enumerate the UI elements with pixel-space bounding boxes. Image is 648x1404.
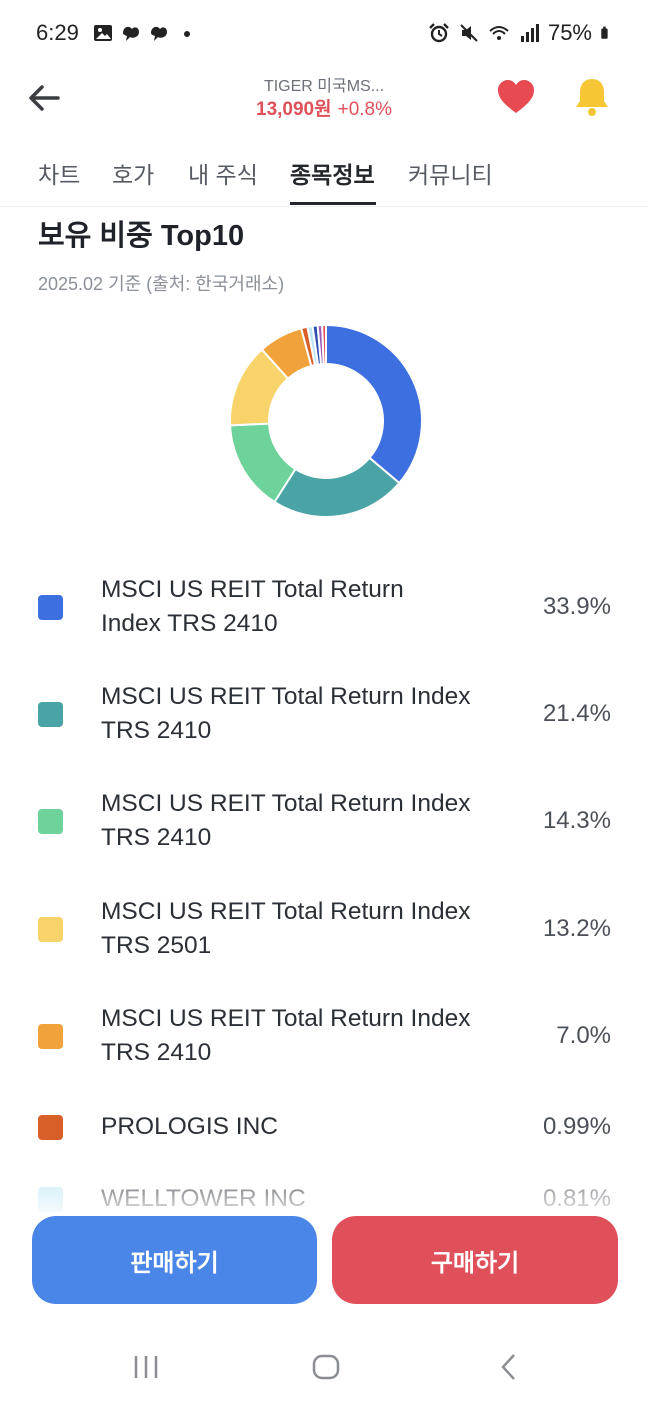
- battery-icon: [601, 26, 608, 39]
- buy-button[interactable]: 구매하기: [332, 1216, 618, 1304]
- tab-stock-info[interactable]: 종목정보: [290, 162, 375, 188]
- tab-orderbook[interactable]: 호가: [112, 162, 155, 188]
- holding-name: MSCI US REIT Total Return Index TRS 2410: [101, 790, 471, 851]
- bell-icon[interactable]: [572, 76, 612, 118]
- holding-percent: 21.4%: [542, 700, 611, 727]
- dot-icon: [184, 31, 190, 37]
- thread-icon: [123, 26, 139, 41]
- holding-name: MSCI US REIT Total Return Index TRS 2410: [101, 576, 404, 637]
- holding-name: MSCI US REIT Total Return Index TRS 2410: [101, 1005, 471, 1066]
- wifi-icon: [489, 26, 509, 40]
- notification-icons: [92, 22, 198, 44]
- stock-name: TIGER 미국MS...: [263, 78, 385, 95]
- sell-button[interactable]: 판매하기: [32, 1216, 317, 1304]
- section-title: 보유 비중 Top10: [38, 220, 245, 252]
- holding-percent: 33.9%: [542, 593, 611, 620]
- tab-community[interactable]: 커뮤니티: [408, 162, 493, 188]
- donut-slice: [325, 323, 423, 485]
- holding-color-swatch: [38, 702, 63, 727]
- stock-header: TIGER 미국MS... 13,090원 +0.8%: [0, 64, 648, 134]
- holding-percent: 7.0%: [556, 1022, 611, 1049]
- holding-name: MSCI US REIT Total Return Index TRS 2410: [101, 683, 471, 744]
- status-time: 6:29: [36, 20, 79, 45]
- home-icon[interactable]: [311, 1352, 341, 1382]
- tab-my-stock[interactable]: 내 주식: [188, 162, 258, 188]
- scroll-fade: [0, 1170, 648, 1220]
- holdings-donut-chart: [229, 323, 423, 518]
- thread-icon: [151, 26, 167, 41]
- signal-icon: [520, 24, 539, 42]
- tab-chart[interactable]: 차트: [38, 162, 81, 188]
- back-nav-icon[interactable]: [496, 1352, 522, 1382]
- battery-percent: 75%: [547, 20, 592, 45]
- active-tab-indicator: [290, 202, 376, 205]
- heart-icon[interactable]: [496, 78, 536, 118]
- system-icons: 75%: [428, 20, 614, 46]
- system-nav-bar: [0, 1330, 648, 1404]
- holding-name: PROLOGIS INC: [101, 1113, 278, 1140]
- holding-color-swatch: [38, 1024, 63, 1049]
- stock-change: +0.8%: [337, 99, 392, 120]
- holding-color-swatch: [38, 595, 63, 620]
- donut-slice: [321, 323, 327, 366]
- back-arrow-icon[interactable]: [24, 78, 64, 118]
- mute-icon: [460, 24, 478, 42]
- stock-price: 13,090원: [256, 99, 332, 120]
- holding-percent: 14.3%: [542, 807, 611, 834]
- holding-name: MSCI US REIT Total Return Index TRS 2501: [101, 898, 471, 959]
- status-bar: 6:29: [0, 0, 648, 70]
- holding-color-swatch: [38, 809, 63, 834]
- holding-percent: 0.99%: [542, 1113, 611, 1140]
- holding-color-swatch: [38, 917, 63, 942]
- holding-percent: 13.2%: [542, 915, 611, 942]
- image-icon: [94, 25, 112, 41]
- holding-color-swatch: [38, 1115, 63, 1140]
- alarm-icon: [429, 23, 449, 43]
- tab-bar: 차트 호가 내 주식 종목정보 커뮤니티: [0, 140, 648, 207]
- stock-price-line: 13,090원 +0.8%: [0, 94, 648, 121]
- recent-apps-icon[interactable]: [132, 1352, 160, 1382]
- section-subtitle: 2025.02 기준 (출처: 한국거래소): [38, 274, 285, 294]
